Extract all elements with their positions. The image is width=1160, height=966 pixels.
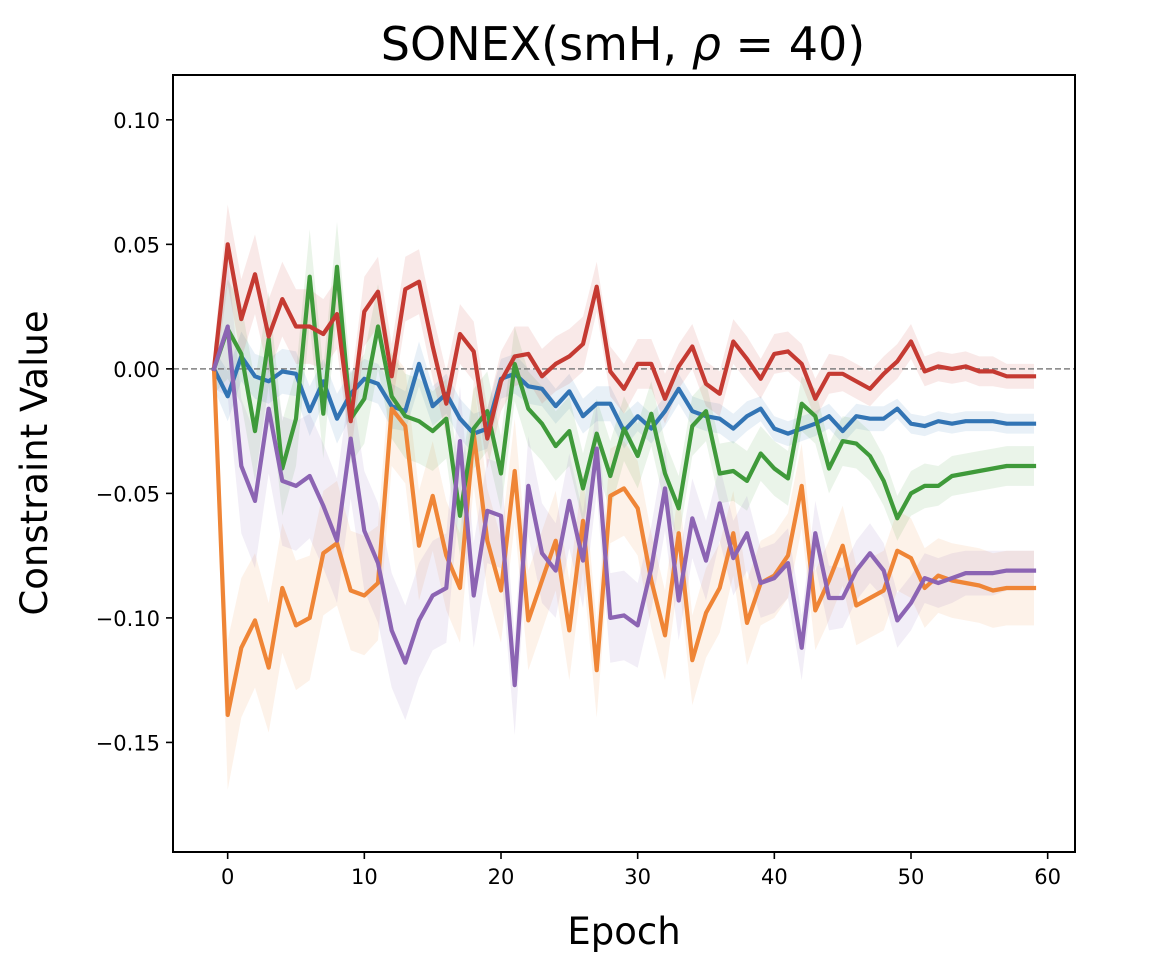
x-tick-label: 10 bbox=[351, 865, 378, 889]
y-tick-label: 0.00 bbox=[113, 358, 160, 382]
series-4-line bbox=[211, 242, 1037, 441]
x-tick-label: 30 bbox=[624, 865, 651, 889]
y-tick-label: −0.15 bbox=[96, 731, 160, 755]
series-3-band bbox=[214, 221, 1034, 556]
series-4-band bbox=[214, 204, 1034, 469]
x-axis: 0 10 20 30 40 50 60 bbox=[221, 852, 1061, 889]
x-tick-label: 40 bbox=[761, 865, 788, 889]
y-axis-label: Constraint Value bbox=[13, 310, 56, 615]
y-tick-label: 0.05 bbox=[113, 233, 160, 257]
chart-title-symbol: ρ bbox=[692, 17, 721, 71]
chart-title-prefix: SONEX(smH, bbox=[381, 17, 692, 71]
y-tick-label: −0.05 bbox=[96, 482, 160, 506]
y-axis: 0.10 0.05 0.00 −0.05 −0.10 −0.15 bbox=[96, 109, 173, 755]
x-tick-label: 60 bbox=[1034, 865, 1061, 889]
chart-title-suffix: = 40) bbox=[721, 17, 865, 71]
chart-title: SONEX(smH, ρ = 40) bbox=[381, 17, 865, 71]
x-tick-label: 0 bbox=[221, 865, 234, 889]
series-2-line bbox=[211, 366, 1037, 718]
series-5-band bbox=[214, 256, 1034, 735]
y-tick-label: −0.10 bbox=[96, 607, 160, 631]
series-5-line bbox=[211, 324, 1037, 688]
plot-area bbox=[173, 204, 1075, 790]
plot-frame bbox=[172, 74, 1076, 853]
x-axis-label: Epoch bbox=[567, 910, 680, 953]
x-tick-label: 50 bbox=[898, 865, 925, 889]
x-tick-label: 20 bbox=[488, 865, 515, 889]
y-tick-label: 0.10 bbox=[113, 109, 160, 133]
